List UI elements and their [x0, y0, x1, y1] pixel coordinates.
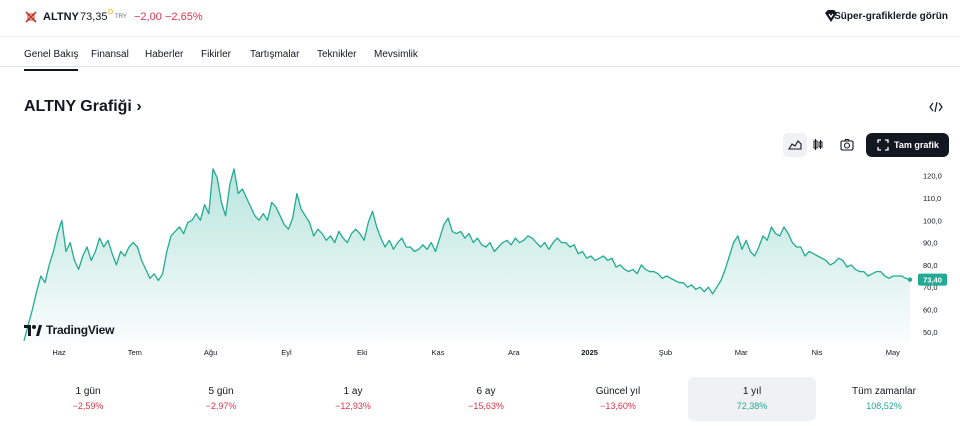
period-all[interactable]: Tüm zamanlar 108,52%	[820, 377, 948, 421]
period-1y[interactable]: 1 yıl 72,38%	[688, 377, 816, 421]
tab-discussions[interactable]: Tartışmalar	[250, 49, 300, 60]
x-tick-label: May	[886, 348, 900, 357]
period-label: Tüm zamanlar	[852, 386, 916, 397]
y-tick-label: 70,0	[923, 283, 938, 292]
price-chart[interactable]: 120,0 110,0 100,0 90,0 80,0 70,0 60,0 50,0 73,40…	[0, 160, 960, 360]
period-value: −13,60%	[600, 401, 636, 411]
period-label: Güncel yıl	[595, 386, 641, 397]
y-tick-label: 120,0	[923, 172, 942, 181]
x-tick-label: Mar	[735, 348, 748, 357]
period-6m[interactable]: 6 ay −15,63%	[422, 377, 550, 421]
tab-overview[interactable]: Genel Bakış	[24, 49, 79, 71]
series-line	[23, 168, 911, 341]
period-label: 1 gün	[75, 386, 101, 397]
last-price: 73,35	[80, 11, 108, 23]
tradingview-wordmark: TradingView	[46, 323, 115, 337]
x-tick-label: Kas	[432, 348, 445, 357]
tradingview-logo: TradingView	[24, 323, 114, 337]
price-flag: D	[108, 9, 114, 16]
snapshot-button[interactable]	[835, 133, 859, 157]
period-1d[interactable]: 1 gün −2,59%	[24, 377, 152, 421]
x-tick-label: Nis	[812, 348, 823, 357]
period-value: 108,52%	[866, 401, 902, 411]
period-value: −2,97%	[205, 401, 237, 411]
x-tick-label: Şub	[659, 348, 672, 357]
chart-title-link[interactable]: ALTNY Grafiği ›	[24, 98, 142, 116]
full-chart-label: Tam grafik	[894, 140, 939, 150]
symbol-header: ALTNY 73,35 D TRY −2,00 −2,65% Süper-gra…	[0, 0, 960, 36]
x-tick-label: Ara	[508, 348, 521, 357]
candles-button[interactable]	[806, 133, 830, 157]
currency: TRY	[115, 14, 127, 20]
tab-technicals[interactable]: Teknikler	[317, 49, 357, 60]
y-tick-label: 80,0	[923, 261, 938, 270]
period-performance: 1 gün −2,59% 5 gün −2,97% 1 ay −12,93% 6…	[20, 377, 950, 421]
camera-icon	[840, 138, 854, 151]
embed-code-icon[interactable]	[929, 101, 943, 113]
period-value: −2,59%	[72, 401, 104, 411]
symbol-tabs: Genel Bakış Finansal Haberler Fikirler T…	[0, 36, 960, 71]
period-label: 5 gün	[208, 386, 234, 397]
supercharts-link[interactable]: Süper-grafiklerde görün	[834, 11, 948, 22]
period-ytd[interactable]: Güncel yıl −13,60%	[554, 377, 682, 421]
series-area-fill	[24, 168, 910, 343]
supercharts-icon[interactable]	[824, 9, 838, 23]
period-value: −15,63%	[468, 401, 504, 411]
x-tick-label: Eyl	[281, 348, 292, 357]
symbol-logo-icon	[25, 11, 37, 23]
y-tick-label: 90,0	[923, 239, 938, 248]
tab-ideas[interactable]: Fikirler	[201, 49, 231, 60]
tradingview-logo-icon	[24, 325, 42, 336]
tab-financials[interactable]: Finansal	[91, 49, 129, 60]
x-tick-label: Eki	[357, 348, 368, 357]
period-value: 72,38%	[736, 401, 768, 411]
tab-seasonals[interactable]: Mevsimlik	[374, 49, 418, 60]
tab-news[interactable]: Haberler	[145, 49, 184, 60]
fullscreen-icon	[877, 139, 889, 151]
x-tick-label: Haz	[52, 348, 66, 357]
chevron-right-icon: ›	[136, 98, 142, 115]
last-point-marker	[907, 277, 913, 282]
x-tick-label: Tem	[128, 348, 142, 357]
period-value: −12,93%	[335, 401, 371, 411]
full-chart-button[interactable]: Tam grafik	[866, 133, 949, 157]
area-chart-button[interactable]	[783, 133, 807, 157]
symbol-name: ALTNY	[43, 11, 79, 23]
x-tick-label: 2025	[581, 348, 598, 357]
y-tick-label: 110,0	[923, 194, 941, 203]
period-label: 1 ay	[343, 386, 363, 397]
period-label: 1 yıl	[742, 386, 762, 397]
period-label: 6 ay	[476, 386, 496, 397]
chart-title: ALTNY Grafiği	[24, 98, 132, 115]
price-change: −2,00	[134, 11, 162, 23]
y-tick-label: 50,0	[923, 328, 938, 337]
period-1m[interactable]: 1 ay −12,93%	[289, 377, 417, 421]
x-tick-label: Ağu	[204, 348, 217, 357]
y-tick-label: 60,0	[923, 306, 938, 315]
period-5d[interactable]: 5 gün −2,97%	[157, 377, 285, 421]
last-price-label: 73,40	[923, 276, 942, 285]
price-change-percent: −2,65%	[165, 11, 203, 23]
candles-icon	[813, 139, 823, 150]
area-chart-icon	[788, 140, 802, 150]
y-tick-label: 100,0	[923, 216, 942, 225]
last-price-tag	[918, 273, 947, 286]
